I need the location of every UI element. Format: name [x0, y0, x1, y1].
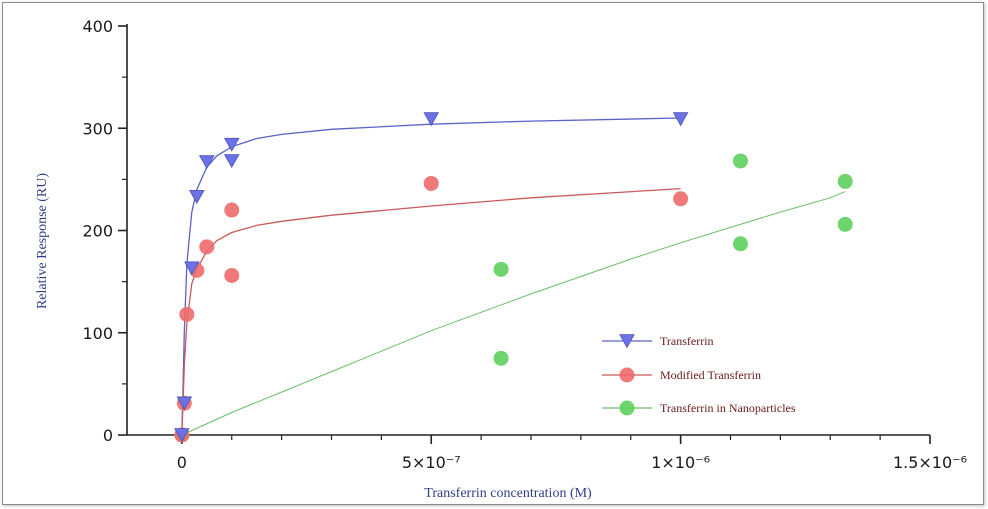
data-point-series-2: [732, 236, 748, 252]
data-point-series-0: [176, 396, 193, 411]
x-tick-label: 0: [177, 453, 187, 472]
y-tick-label: 400: [82, 17, 113, 36]
data-point-series-0: [223, 154, 240, 169]
legend-label-2: Transferrin in Nanoparticles: [660, 401, 796, 415]
data-point-series-1: [224, 202, 240, 218]
data-point-series-2: [837, 216, 853, 232]
data-point-series-1: [423, 175, 439, 191]
data-point-series-2: [837, 173, 853, 189]
fit-curve-2: [181, 191, 846, 436]
data-point-series-0: [174, 428, 190, 443]
data-point-series-2: [493, 261, 509, 277]
data-point-series-2: [493, 350, 509, 366]
axes: 0 100 200 300 400 0 5×10⁻⁷ 1×10⁻⁶ 1.5×10⁻⁶: [82, 17, 967, 472]
data-point-series-0: [184, 261, 200, 276]
y-tick-label: 0: [103, 426, 113, 445]
data-points: [174, 112, 853, 443]
data-point-series-1: [224, 267, 240, 283]
data-point-series-1: [199, 239, 215, 255]
data-point-series-1: [179, 306, 195, 322]
legend-marker-1: [619, 367, 635, 383]
legend-label-1: Modified Transferrin: [660, 368, 761, 382]
y-axis-label: Relative Response (RU): [35, 173, 50, 309]
data-point-series-2: [732, 153, 748, 169]
data-point-series-0: [423, 112, 440, 127]
fit-curve-1: [181, 187, 681, 436]
x-axis-label: Transferrin concentration (M): [424, 486, 592, 501]
data-point-series-0: [672, 112, 689, 127]
data-point-series-0: [223, 137, 240, 152]
y-tick-label: 200: [82, 222, 113, 241]
legend-label-0: Transferrin: [660, 334, 714, 348]
y-tick-label: 300: [82, 119, 113, 138]
y-tick-label: 100: [82, 324, 113, 343]
legend-marker-2: [619, 400, 635, 416]
data-point-series-0: [189, 189, 205, 204]
data-point-series-1: [673, 191, 689, 207]
data-point-series-0: [198, 155, 215, 170]
legend: Transferrin Modified Transferrin Transferr…: [602, 334, 796, 416]
legend-marker-0: [619, 334, 635, 349]
fit-curve-0: [181, 117, 681, 436]
x-tick-label: 1×10⁻⁶: [651, 453, 710, 472]
x-tick-label: 1.5×10⁻⁶: [893, 453, 967, 472]
x-tick-label: 5×10⁻⁷: [402, 453, 461, 472]
